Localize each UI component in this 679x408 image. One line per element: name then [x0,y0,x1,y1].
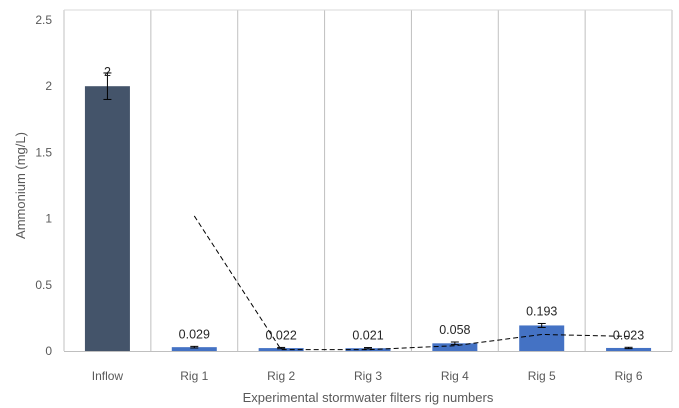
y-tick-label: 1 [45,212,52,226]
x-tick-label: Rig 5 [528,369,556,383]
error-bar [103,72,112,100]
data-label: 2 [104,65,111,79]
data-label: 0.023 [613,328,644,342]
data-label: 0.022 [266,328,297,342]
bar-rig-4 [432,343,478,351]
data-label: 0.029 [179,327,210,341]
error-bars [103,72,633,350]
y-tick-labels: 0 0.5 1 1.5 2 2.5 [35,13,52,358]
bar-rig-5 [519,325,565,351]
category-separators [63,9,673,351]
bar-rig-6 [606,347,652,351]
x-tick-label: Rig 3 [354,369,382,383]
x-axis-title: Experimental stormwater filters rig numb… [243,390,494,405]
data-label: 0.193 [526,304,557,318]
y-tick-label: 0 [45,344,52,358]
x-tick-label: Rig 1 [180,369,208,383]
error-bar [277,346,286,350]
x-tick-label: Rig 6 [615,369,643,383]
error-bar [624,346,633,350]
y-tick-label: 2.5 [35,13,52,27]
x-tick-labels: Inflow Rig 1 Rig 2 Rig 3 Rig 4 Rig 5 Rig 6 [92,369,643,383]
error-bar [364,347,372,350]
data-label: 0.021 [352,329,383,343]
bars [84,86,652,351]
trendline [193,215,629,351]
error-bar [190,345,199,349]
bar-inflow [84,86,130,351]
x-tick-label: Inflow [92,369,124,383]
error-bar [537,322,546,328]
bar-rig-3 [345,348,391,351]
data-labels: 2 0.029 0.022 0.021 0.058 0.193 0.023 [104,65,644,342]
bar-rig-2 [258,348,304,351]
y-tick-label: 2 [45,79,52,93]
error-bar [450,341,459,346]
y-tick-label: 1.5 [35,145,52,159]
x-tick-label: Rig 4 [441,369,469,383]
data-label: 0.058 [439,323,470,337]
y-tick-label: 0.5 [35,278,52,292]
trendline-path [193,215,629,351]
y-axis-title: Ammonium (mg/L) [13,132,28,239]
x-tick-label: Rig 2 [267,369,295,383]
bar-rig-1 [171,347,217,351]
